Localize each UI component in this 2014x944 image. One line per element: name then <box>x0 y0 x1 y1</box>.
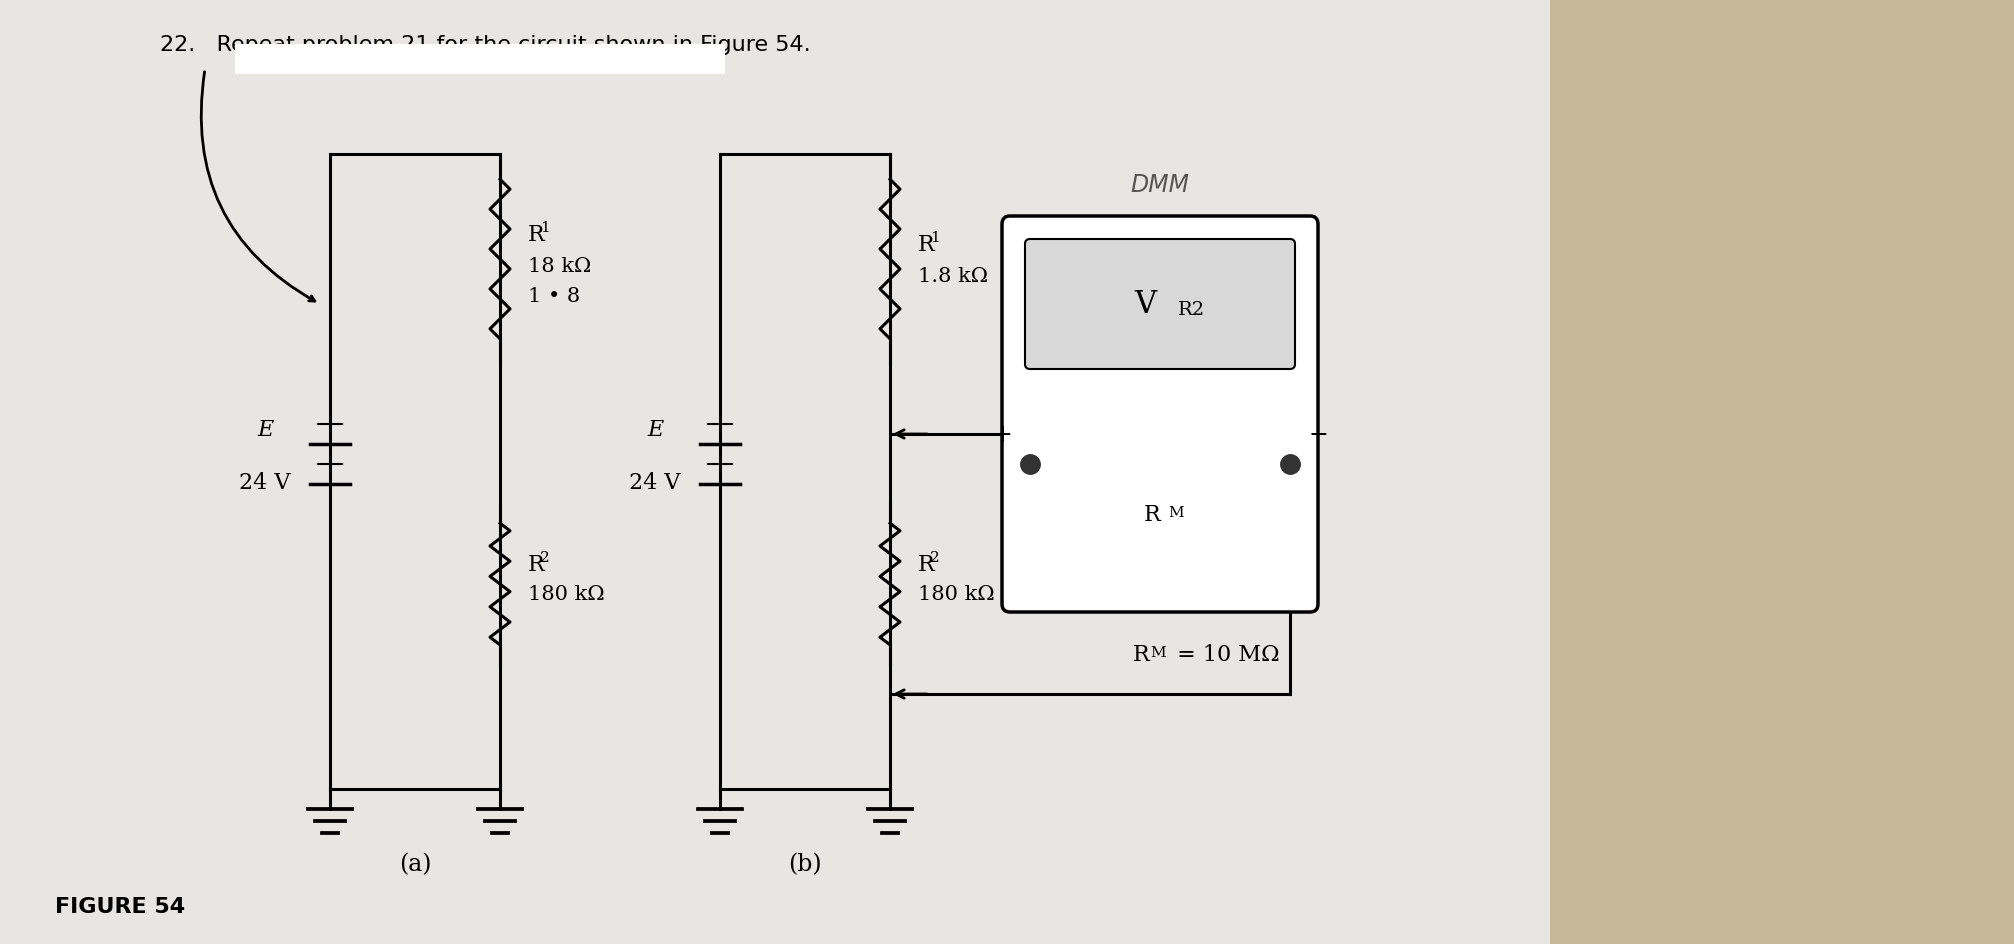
Text: R: R <box>918 553 934 576</box>
FancyBboxPatch shape <box>0 0 1549 944</box>
Text: +: + <box>991 423 1011 447</box>
Text: DMM: DMM <box>1130 173 1188 196</box>
Text: = 10 MΩ: = 10 MΩ <box>1170 643 1279 666</box>
FancyBboxPatch shape <box>1001 217 1317 613</box>
Text: 1: 1 <box>540 221 550 235</box>
Text: 22.   Repeat problem 21 for the circuit shown in Figure 54.: 22. Repeat problem 21 for the circuit sh… <box>159 35 810 55</box>
Text: M: M <box>1168 505 1182 519</box>
Text: R: R <box>918 234 934 256</box>
Text: R2: R2 <box>1178 301 1204 319</box>
Text: 1: 1 <box>930 230 939 244</box>
Text: 180 kΩ: 180 kΩ <box>918 585 995 604</box>
Text: 24 V: 24 V <box>628 471 681 494</box>
Text: 180 kΩ: 180 kΩ <box>528 585 604 604</box>
Text: M: M <box>1150 646 1164 659</box>
Text: 18 kΩ: 18 kΩ <box>528 257 590 277</box>
Text: R: R <box>1132 643 1150 666</box>
Text: R: R <box>528 553 544 576</box>
Text: E: E <box>646 418 663 441</box>
Text: (a): (a) <box>399 852 431 876</box>
Text: (b): (b) <box>787 852 822 876</box>
FancyBboxPatch shape <box>236 45 725 75</box>
Text: 24 V: 24 V <box>240 471 290 494</box>
Text: R: R <box>1144 503 1160 526</box>
FancyBboxPatch shape <box>1025 240 1295 370</box>
Text: FIGURE 54: FIGURE 54 <box>54 896 185 916</box>
Text: 2: 2 <box>930 550 939 565</box>
Text: −: − <box>1307 423 1327 447</box>
Text: 1 • 8: 1 • 8 <box>528 287 580 306</box>
Text: 2: 2 <box>540 550 550 565</box>
Text: 1.8 kΩ: 1.8 kΩ <box>918 267 987 286</box>
Text: R: R <box>528 224 544 245</box>
Text: E: E <box>256 418 274 441</box>
Text: V: V <box>1134 289 1156 320</box>
